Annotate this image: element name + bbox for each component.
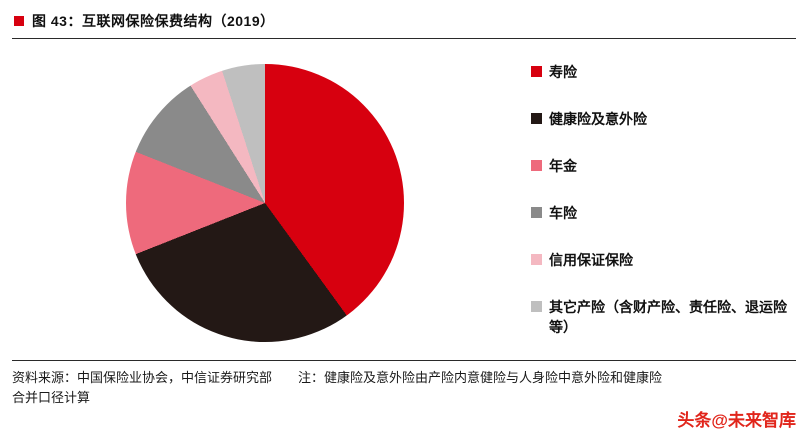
legend-label: 信用保证保险 [549,252,633,268]
source-note-line2: 合并口径计算 [12,390,91,405]
header-divider [12,38,796,39]
legend-swatch-icon [531,66,542,77]
legend-swatch-icon [531,254,542,265]
footer-divider [12,360,796,361]
watermark: 头条@未来智库 [677,411,796,430]
legend-item-health-accident: 健康险及意外险 [531,109,803,129]
legend-item-life: 寿险 [531,62,803,82]
legend-label: 健康险及意外险 [549,111,647,127]
legend-item-auto: 车险 [531,203,803,223]
legend-item-other-property: 其它产险（含财产险、责任险、退运险等） [531,297,803,337]
legend-swatch-icon [531,207,542,218]
legend-label: 年金 [549,158,577,174]
figure-title: 图 43：互联网保险保费结构（2019） [32,13,275,29]
legend-label: 其它产险（含财产险、责任险、退运险等） [549,299,787,335]
legend-label: 寿险 [549,64,577,80]
legend-item-annuity: 年金 [531,156,803,176]
source-note-line1: 资料来源：中国保险业协会，中信证券研究部 注：健康险及意外险由产险内意健险与人身… [12,370,663,385]
pie-chart [126,64,404,342]
chart-legend: 寿险 健康险及意外险 年金 车险 信用保证保险 其它产险（含财产险、责任险、退运… [531,62,803,337]
legend-item-credit-guarantee: 信用保证保险 [531,250,803,270]
title-bullet-icon [14,16,24,26]
figure-header: 图 43：互联网保险保费结构（2019） [14,11,275,31]
legend-label: 车险 [549,205,577,221]
legend-swatch-icon [531,301,542,312]
source-note: 资料来源：中国保险业协会，中信证券研究部 注：健康险及意外险由产险内意健险与人身… [12,368,796,408]
chart-area: 寿险 健康险及意外险 年金 车险 信用保证保险 其它产险（含财产险、责任险、退运… [0,40,808,358]
legend-swatch-icon [531,113,542,124]
legend-swatch-icon [531,160,542,171]
